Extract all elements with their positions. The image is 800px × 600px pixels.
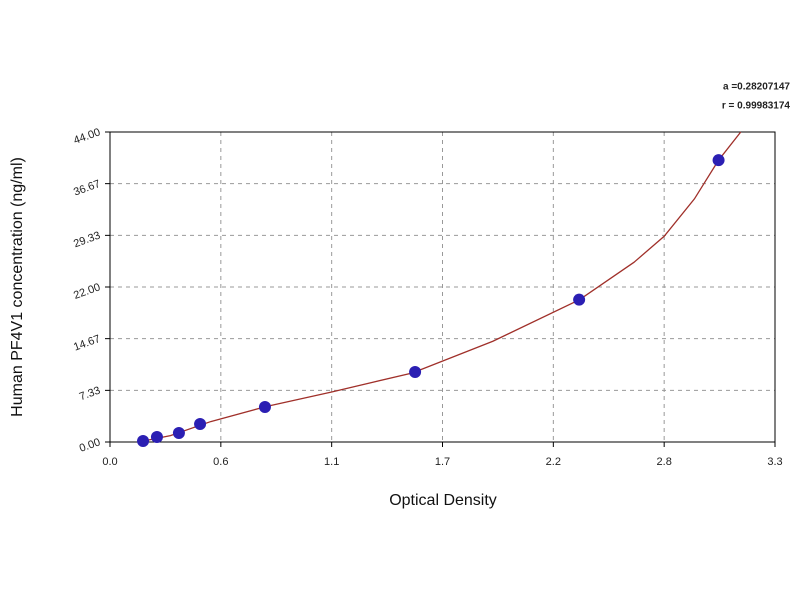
x-tick-label: 1.7 <box>435 456 450 468</box>
x-tick-label: 2.8 <box>657 456 672 468</box>
x-tick-label: 3.3 <box>767 456 782 468</box>
data-point <box>258 400 271 413</box>
x-tick-label: 1.1 <box>324 456 339 468</box>
x-tick-label: 2.2 <box>546 456 561 468</box>
annotation: r = 0.99983174 <box>722 101 791 112</box>
y-axis-title: Human PF4V1 concentration (ng/ml) <box>9 157 26 417</box>
data-point <box>409 365 422 378</box>
x-axis-title: Optical Density <box>389 492 497 509</box>
data-point <box>150 430 163 443</box>
annotation: a =0.28207147 <box>723 82 790 93</box>
x-tick-label: 0.6 <box>213 456 228 468</box>
data-point <box>573 293 586 306</box>
data-point <box>194 417 207 430</box>
data-point <box>172 426 185 439</box>
data-point <box>712 154 725 167</box>
fit-curve <box>140 131 742 443</box>
data-point <box>137 435 150 448</box>
plot-border <box>109 131 776 443</box>
x-tick-label: 0.0 <box>102 456 117 468</box>
